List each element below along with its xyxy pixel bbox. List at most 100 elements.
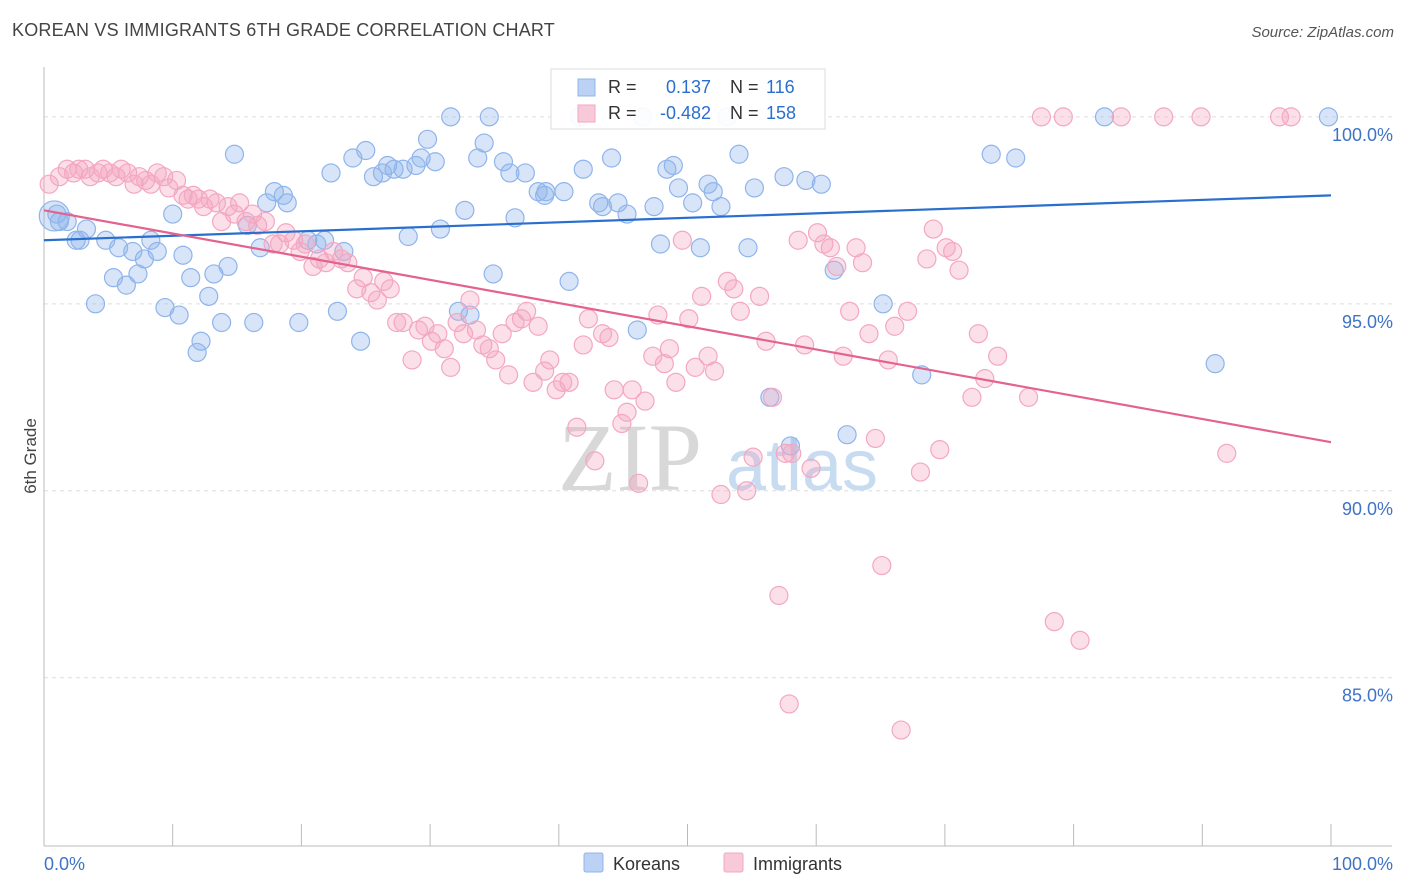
immigrant-point — [218, 197, 238, 217]
immigrant-point — [361, 283, 381, 303]
immigrant-point — [685, 357, 705, 377]
korean-point — [277, 193, 297, 213]
immigrant-point — [1154, 107, 1174, 127]
korean-point — [515, 163, 535, 183]
korean-point — [76, 219, 97, 239]
immigrant-point — [88, 163, 108, 183]
immigrant-point — [39, 174, 59, 194]
immigrant-point — [865, 428, 886, 449]
korean-point — [187, 342, 207, 363]
korean-point — [455, 200, 475, 220]
immigrant-point — [255, 211, 275, 232]
x-tick-label: 0.0% — [44, 854, 85, 874]
korean-point — [351, 331, 371, 351]
stat-n-label: N = — [730, 103, 759, 123]
immigrant-point — [447, 312, 467, 333]
immigrant-point — [666, 372, 686, 392]
immigrant-point — [801, 458, 821, 478]
immigrant-point — [573, 335, 593, 355]
immigrant-point — [622, 380, 642, 400]
korean-point — [411, 148, 431, 168]
korean-point — [738, 238, 758, 258]
immigrant-point — [499, 365, 519, 385]
korean-point — [683, 193, 703, 213]
immigrant-point — [807, 223, 828, 243]
korean-point — [334, 241, 354, 262]
stat-r-label: R = — [608, 103, 637, 123]
immigrant-point — [968, 324, 988, 344]
immigrant-point — [69, 159, 89, 179]
korean-point — [1205, 354, 1225, 374]
immigrant-point — [643, 346, 663, 366]
immigrant-point — [659, 339, 680, 359]
korean-point — [430, 219, 450, 239]
korean-point — [559, 271, 579, 291]
korean-point — [479, 107, 499, 127]
immigrant-point — [523, 372, 543, 392]
korean-point — [711, 197, 731, 217]
immigrant-point — [672, 230, 692, 250]
korean-point — [1094, 107, 1115, 127]
korean-point — [573, 159, 593, 179]
immigrant-point — [743, 447, 763, 467]
korean-point — [668, 178, 689, 198]
stat-r-value: -0.482 — [660, 103, 711, 123]
korean-point — [500, 163, 520, 183]
stat-r-value: 0.137 — [666, 77, 711, 97]
immigrant-point — [872, 555, 892, 576]
immigrant-point — [1018, 387, 1039, 407]
data-points — [38, 107, 1339, 740]
immigrant-point — [380, 279, 400, 299]
korean-point — [811, 174, 831, 194]
korean-point — [441, 107, 461, 127]
immigrant-point — [788, 230, 808, 250]
korean-point — [398, 226, 418, 247]
korean-point — [38, 200, 70, 232]
immigrant-point — [628, 473, 649, 493]
y-tick-label: 95.0% — [1342, 312, 1393, 332]
korean-point — [617, 204, 637, 224]
immigrant-point — [460, 290, 480, 310]
immigrant-point — [578, 309, 599, 329]
immigrant-point — [1111, 107, 1131, 127]
stat-n-label: N = — [730, 77, 759, 97]
immigrant-point — [962, 387, 982, 407]
korean-point — [505, 208, 525, 228]
series-legend: Koreans Immigrants — [583, 852, 842, 874]
y-tick-label: 85.0% — [1342, 686, 1393, 706]
immigrant-point — [1070, 630, 1090, 650]
immigrant-point — [923, 219, 943, 239]
immigrant-point — [263, 234, 283, 254]
immigrant-point — [1191, 107, 1211, 127]
immigrant-point — [852, 253, 873, 273]
korean-point — [356, 140, 376, 161]
immigrant-point — [206, 193, 227, 213]
korean-point — [123, 241, 143, 262]
immigrant-point — [891, 720, 911, 740]
korean-point — [592, 197, 613, 217]
immigrant-point — [612, 413, 632, 434]
immigrant-point — [1044, 612, 1064, 632]
immigrant-point — [775, 443, 795, 463]
immigrant-point — [178, 189, 198, 209]
immigrant-point — [559, 372, 579, 392]
korean-point — [627, 320, 647, 340]
series-legend-swatch — [723, 852, 744, 873]
immigrant-point — [795, 335, 815, 355]
korean-point — [873, 294, 893, 314]
immigrant-point — [679, 309, 699, 329]
stats-legend-box — [550, 68, 826, 130]
y-tick-label: 90.0% — [1342, 499, 1393, 519]
immigrant-point — [553, 372, 573, 392]
immigrant-point — [338, 253, 358, 273]
immigrant-point — [769, 585, 789, 606]
immigrant-point — [323, 241, 344, 262]
immigrant-point — [492, 324, 512, 344]
korean-trend-line — [43, 194, 1332, 242]
stats-legend-swatch — [577, 78, 596, 97]
korean-point — [1006, 148, 1026, 168]
immigrant-point — [49, 167, 70, 187]
immigrant-point — [897, 301, 918, 321]
immigrant-trend-line — [43, 209, 1332, 444]
korean-point — [601, 148, 622, 168]
